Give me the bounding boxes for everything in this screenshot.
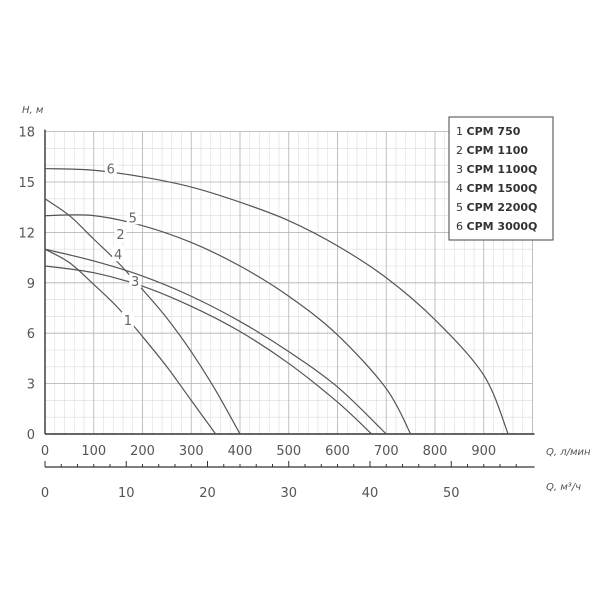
curve-label-bg (126, 209, 139, 225)
legend-entry: 1 CPM 750 (456, 125, 521, 138)
legend-model-name: CPM 1100Q (467, 163, 538, 176)
x-tick-label: 700 (374, 444, 399, 459)
curve-5 (44, 214, 412, 435)
legend-box (448, 116, 554, 241)
curve-3 (44, 265, 373, 435)
x2-tick-label: 20 (199, 486, 216, 501)
curve-2 (44, 198, 241, 435)
curve-label-bg (112, 246, 125, 262)
legend-number: 3 (456, 163, 467, 176)
y-tick-label: 6 (27, 327, 35, 342)
x2-tick-label: 50 (443, 486, 460, 501)
legend-number: 5 (456, 201, 467, 214)
curve-label-bg (121, 311, 134, 327)
x-tick-label: 300 (179, 444, 204, 459)
legend-number: 4 (456, 182, 467, 195)
x2-tick-label: 30 (280, 486, 297, 501)
x2-tick-label: 40 (362, 486, 379, 501)
legend-model-name: CPM 1100 (467, 144, 529, 157)
curve-label-3: 3 (131, 275, 139, 290)
x-axis-label: Q, л/мин (546, 447, 591, 458)
x-tick-label: 0 (41, 444, 49, 459)
legend-model-name: CPM 1500Q (467, 182, 538, 195)
x-tick-label: 800 (423, 444, 448, 459)
x-tick-label: 500 (276, 444, 301, 459)
y-tick-label: 3 (27, 378, 35, 393)
legend-model-name: CPM 3000Q (467, 220, 538, 233)
curve-label-1: 1 (124, 314, 132, 329)
curve-label-bg (129, 273, 142, 289)
curve-label-5: 5 (129, 211, 137, 226)
legend-entry: 4 CPM 1500Q (456, 182, 537, 195)
x2-tick-label: 0 (41, 486, 49, 501)
y-tick-label: 12 (18, 226, 35, 241)
curve-4 (44, 248, 387, 435)
legend-entry: 2 CPM 1100 (456, 144, 528, 157)
x2-tick-label: 10 (118, 486, 135, 501)
curve-6 (44, 167, 509, 435)
y-tick-label: 0 (27, 428, 35, 443)
curve-label-6: 6 (107, 163, 115, 178)
y-tick-label: 15 (18, 176, 35, 191)
x2-axis-label: Q, м³/ч (546, 482, 581, 493)
y-axis-label: H, м (22, 105, 44, 116)
legend-entry: 3 CPM 1100Q (456, 163, 537, 176)
curve-label-bg (114, 226, 127, 242)
legend-number: 1 (456, 125, 467, 138)
y-tick-label: 18 (18, 126, 35, 141)
legend-number: 6 (456, 220, 467, 233)
legend-model-name: CPM 750 (467, 125, 521, 138)
curve-label-4: 4 (114, 248, 122, 263)
x-tick-label: 100 (81, 444, 106, 459)
y-tick-label: 9 (27, 277, 35, 292)
legend-entry: 6 CPM 3000Q (456, 220, 537, 233)
curve-label-2: 2 (116, 228, 124, 243)
legend-entry: 5 CPM 2200Q (456, 201, 537, 214)
x-tick-label: 200 (130, 444, 155, 459)
x-tick-label: 600 (325, 444, 350, 459)
x-tick-label: 900 (471, 444, 496, 459)
x-tick-label: 400 (228, 444, 253, 459)
legend-model-name: CPM 2200Q (467, 201, 538, 214)
curve-label-bg (104, 160, 117, 176)
legend-number: 2 (456, 144, 467, 157)
axes (44, 129, 535, 468)
